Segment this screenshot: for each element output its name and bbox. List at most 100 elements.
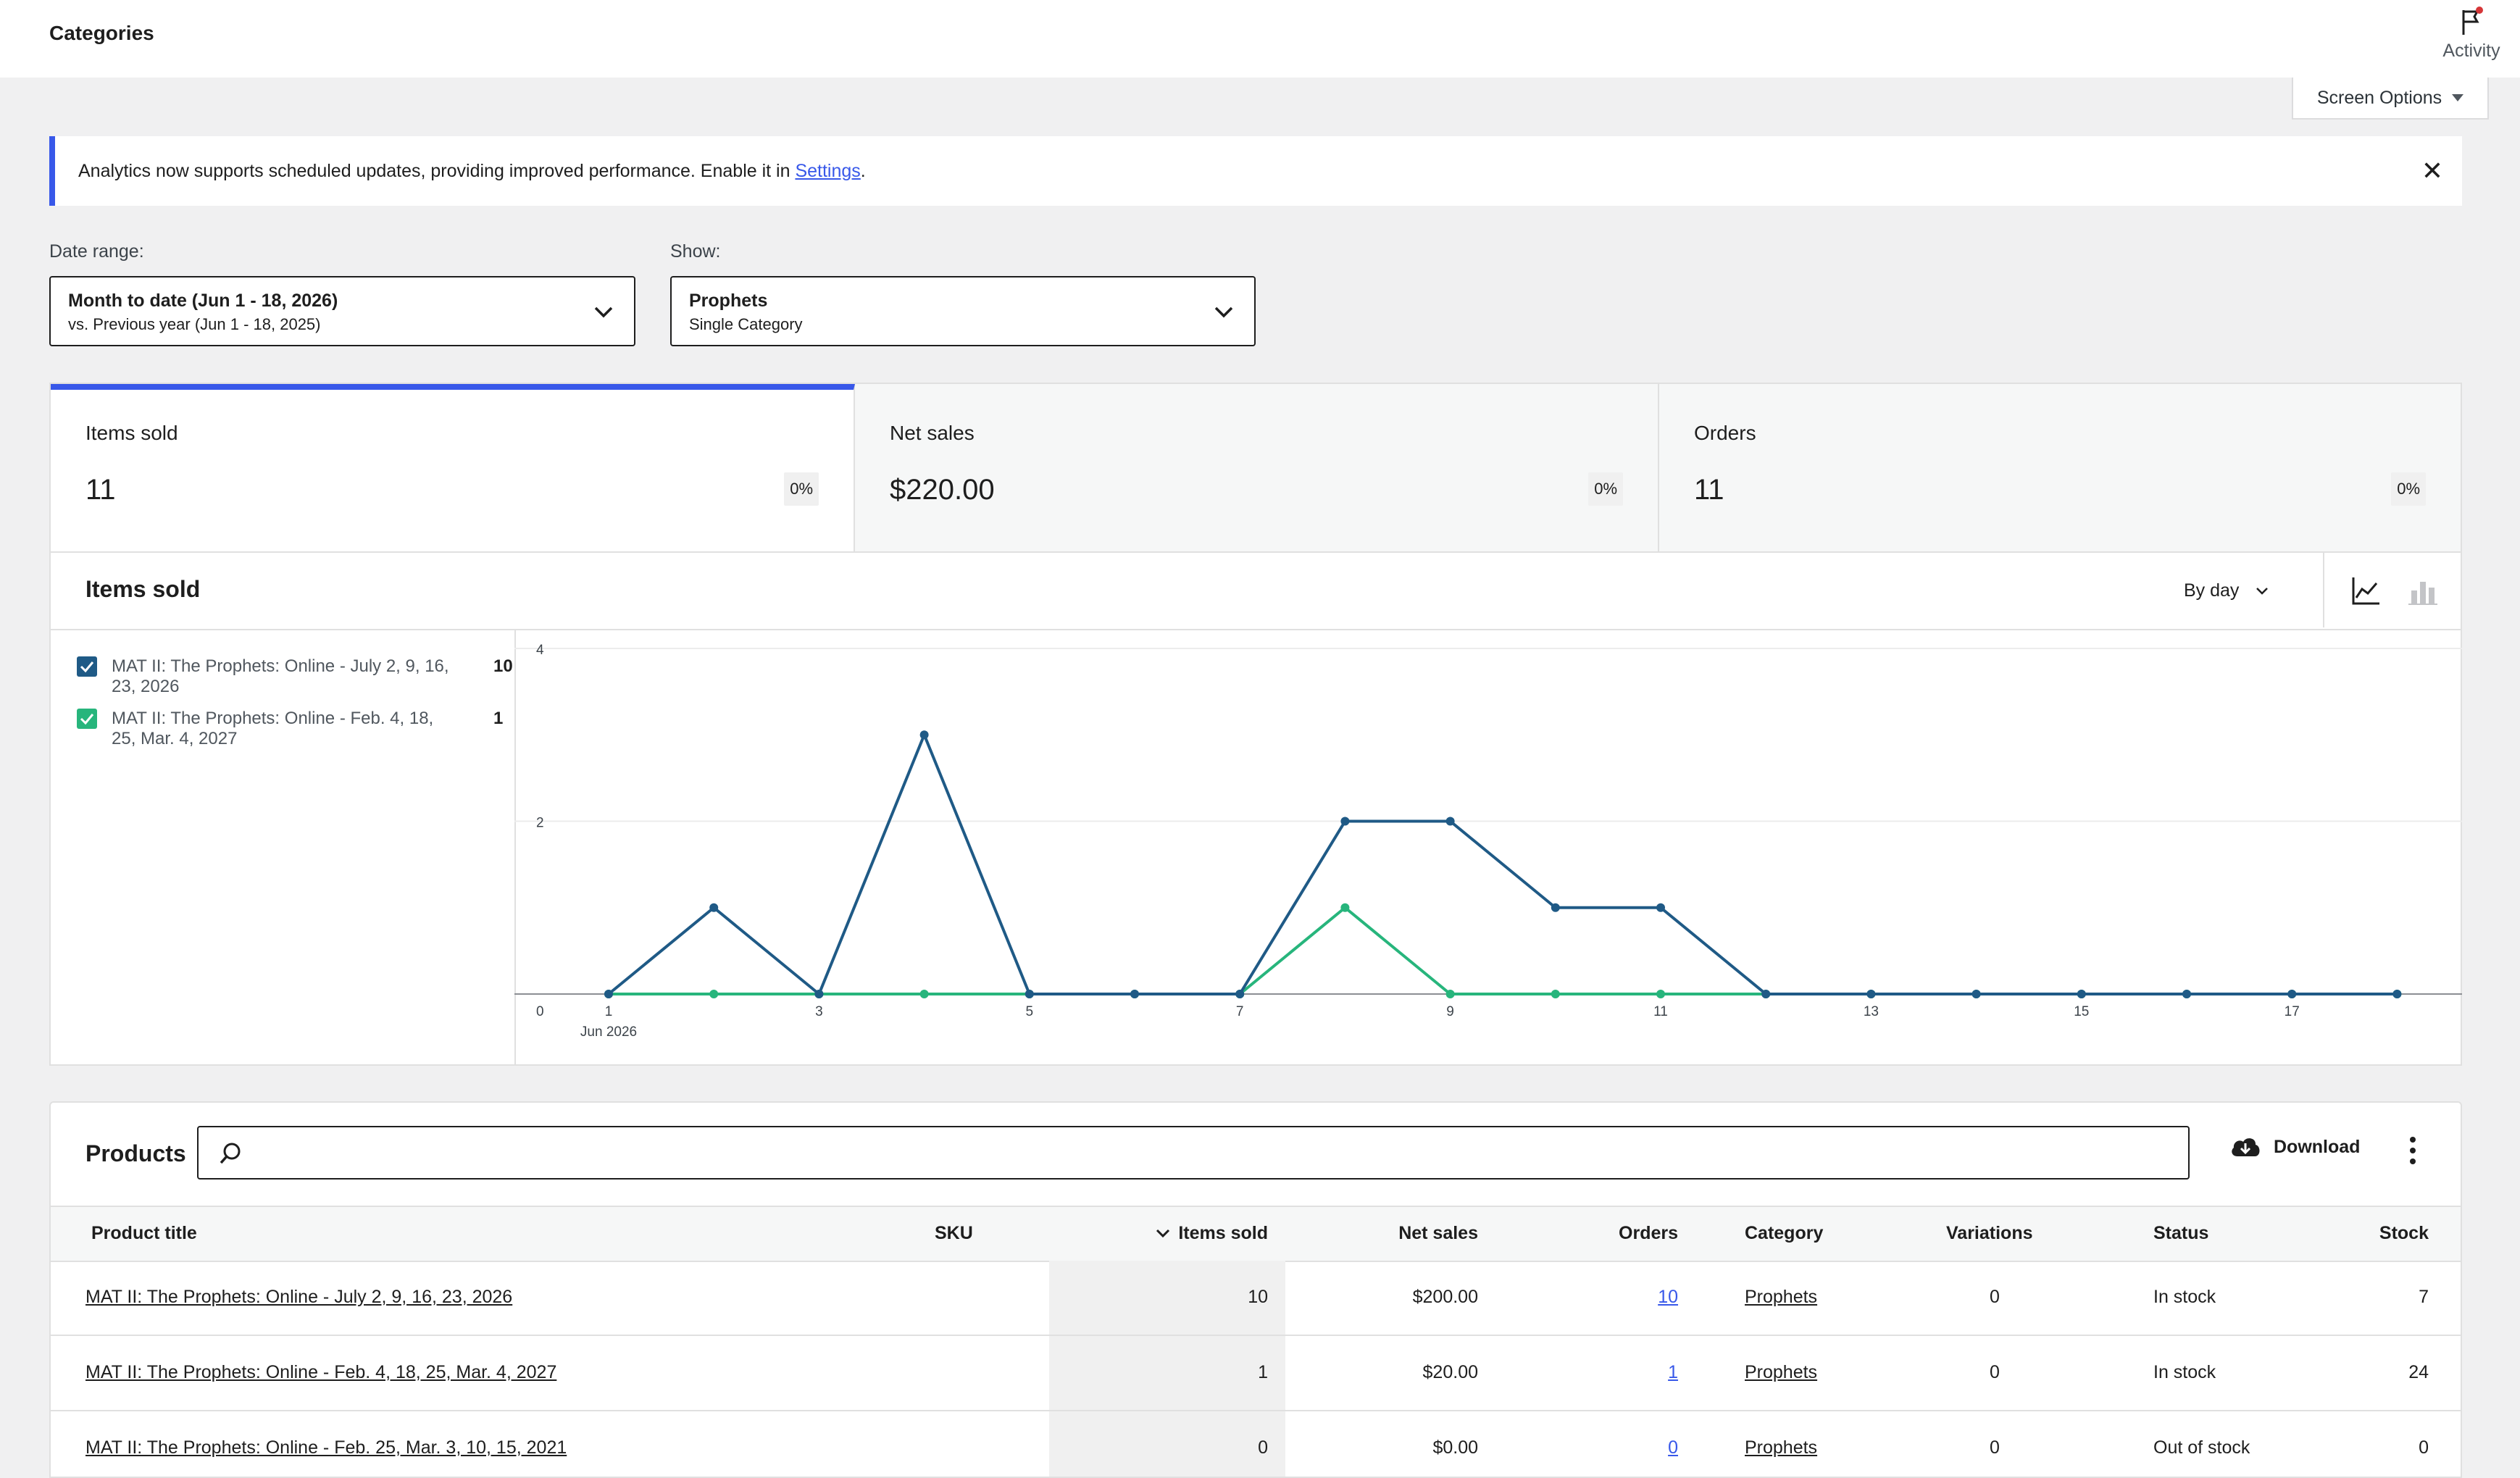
orders-cell: 10 [1533, 1287, 1678, 1308]
more-options-icon[interactable] [2406, 1135, 2420, 1166]
settings-link[interactable]: Settings [795, 161, 861, 181]
checkbox-checked-icon[interactable] [77, 656, 97, 677]
notice-text: Analytics now supports scheduled updates… [78, 161, 866, 182]
activity-label: Activity [2442, 41, 2500, 61]
interval-select[interactable]: By day [2184, 580, 2269, 601]
orders-link[interactable]: 0 [1668, 1437, 1678, 1458]
chart-legend: MAT II: The Prophets: Online - July 2, 9… [51, 630, 516, 1066]
summary-card-orders[interactable]: Orders 11 0% [1659, 384, 2461, 551]
summary-value: $220.00 [890, 474, 995, 506]
y-tick-label: 2 [536, 816, 544, 831]
column-header-stock[interactable]: Stock [2379, 1223, 2429, 1243]
top-bar: Categories Activity [0, 0, 2520, 78]
data-point [604, 990, 613, 998]
line-chart-icon[interactable] [2350, 575, 2382, 606]
table-row: MAT II: The Prophets: Online - July 2, 9… [51, 1261, 2461, 1336]
x-tick-sublabel: Jun 2026 [580, 1024, 637, 1040]
summary-label: Net sales [890, 422, 975, 444]
show-label: Show: [670, 241, 721, 262]
page-title: Categories [49, 22, 154, 44]
table-header: Product title SKU Items sold Net sales O… [51, 1206, 2461, 1262]
checkbox-checked-icon[interactable] [77, 709, 97, 729]
chart-header: Items sold By day [51, 553, 2461, 630]
table-row: MAT II: The Prophets: Online - Feb. 4, 1… [51, 1336, 2461, 1411]
legend-name: MAT II: The Prophets: Online - July 2, 9… [112, 656, 449, 696]
sort-descending-icon [1156, 1229, 1170, 1237]
variations-cell: 0 [1990, 1437, 2000, 1458]
data-point [1551, 903, 1560, 912]
orders-cell: 0 [1533, 1437, 1678, 1458]
summary-delta: 0% [1588, 472, 1623, 506]
x-tick-label: 7 [1236, 1004, 1244, 1019]
column-header-sku[interactable]: SKU [935, 1223, 973, 1243]
data-point [1761, 990, 1771, 998]
chart-panel: Items sold By day MAT II: The Prophets: … [49, 553, 2462, 1066]
x-tick-label: 15 [2074, 1004, 2089, 1019]
summary-card-items-sold[interactable]: Items sold 11 0% [51, 384, 855, 551]
data-point [1866, 990, 1876, 998]
summary-label: Items sold [85, 422, 178, 444]
show-primary: Prophets [689, 291, 768, 311]
summary-value: 11 [1694, 474, 1724, 506]
notice-banner: Analytics now supports scheduled updates… [49, 136, 2462, 206]
product-title-link[interactable]: MAT II: The Prophets: Online - July 2, 9… [85, 1287, 513, 1307]
column-header-items-sold-label: Items sold [1178, 1223, 1268, 1243]
data-point [2392, 990, 2402, 998]
sorted-column-highlight [1049, 1261, 1285, 1477]
activity-button[interactable]: Activity [2439, 6, 2504, 62]
summary-card-net-sales[interactable]: Net sales $220.00 0% [855, 384, 1659, 551]
column-header-net-sales[interactable]: Net sales [1398, 1223, 1478, 1243]
data-point [1656, 903, 1665, 912]
column-header-variations[interactable]: Variations [1946, 1223, 2033, 1243]
screen-options-button[interactable]: Screen Options [2292, 78, 2489, 120]
notice-suffix: . [860, 161, 866, 181]
date-range-label: Date range: [49, 241, 144, 262]
summary-value: 11 [85, 474, 116, 506]
y-tick-label: 0 [536, 1004, 544, 1019]
data-point [1551, 990, 1560, 998]
orders-link[interactable]: 1 [1668, 1362, 1678, 1382]
stock-cell: 0 [2419, 1437, 2429, 1458]
show-select[interactable]: Prophets Single Category [670, 276, 1256, 346]
flag-icon [2462, 7, 2483, 35]
bar-chart-icon[interactable] [2407, 575, 2439, 606]
x-tick-label: 13 [1864, 1004, 1879, 1019]
summary-cards: Items sold 11 0% Net sales $220.00 0% Or… [49, 383, 2462, 553]
category-link[interactable]: Prophets [1745, 1287, 1818, 1307]
column-header-product-title[interactable]: Product title [91, 1223, 197, 1243]
data-point [919, 730, 929, 740]
status-cell: Out of stock [2153, 1437, 2250, 1458]
notice-message: Analytics now supports scheduled updates… [78, 161, 796, 181]
data-point [1235, 990, 1245, 998]
chevron-down-icon [594, 306, 613, 318]
chart-type-toggle [2323, 553, 2463, 627]
status-cell: In stock [2153, 1287, 2216, 1307]
x-tick-label: 17 [2285, 1004, 2300, 1019]
column-header-status[interactable]: Status [2153, 1223, 2209, 1243]
net-sales-cell: $0.00 [1432, 1437, 1478, 1458]
date-range-select[interactable]: Month to date (Jun 1 - 18, 2026) vs. Pre… [49, 276, 635, 346]
date-range-secondary: vs. Previous year (Jun 1 - 18, 2025) [68, 315, 321, 333]
product-title-link[interactable]: MAT II: The Prophets: Online - Feb. 25, … [85, 1437, 567, 1458]
search-input[interactable] [197, 1126, 2190, 1180]
download-button[interactable]: Download [2229, 1135, 2360, 1159]
category-link[interactable]: Prophets [1745, 1437, 1818, 1458]
orders-link[interactable]: 10 [1658, 1287, 1678, 1307]
summary-delta: 0% [2391, 472, 2426, 506]
column-header-category[interactable]: Category [1745, 1223, 1824, 1243]
screen-options-label: Screen Options [2316, 87, 2442, 108]
data-point [709, 990, 719, 998]
variations-cell: 0 [1990, 1362, 2000, 1382]
column-header-items-sold[interactable]: Items sold [1051, 1223, 1268, 1244]
category-link[interactable]: Prophets [1745, 1362, 1818, 1382]
chevron-down-icon [1214, 306, 1233, 318]
close-icon[interactable]: ✕ [2421, 156, 2443, 185]
column-header-orders[interactable]: Orders [1619, 1223, 1678, 1243]
data-point [1445, 990, 1455, 998]
data-point [1445, 817, 1455, 826]
items-sold-cell: 0 [1258, 1437, 1268, 1458]
series-line [607, 733, 2398, 995]
data-point [814, 990, 824, 998]
product-title-link[interactable]: MAT II: The Prophets: Online - Feb. 4, 1… [85, 1362, 557, 1382]
